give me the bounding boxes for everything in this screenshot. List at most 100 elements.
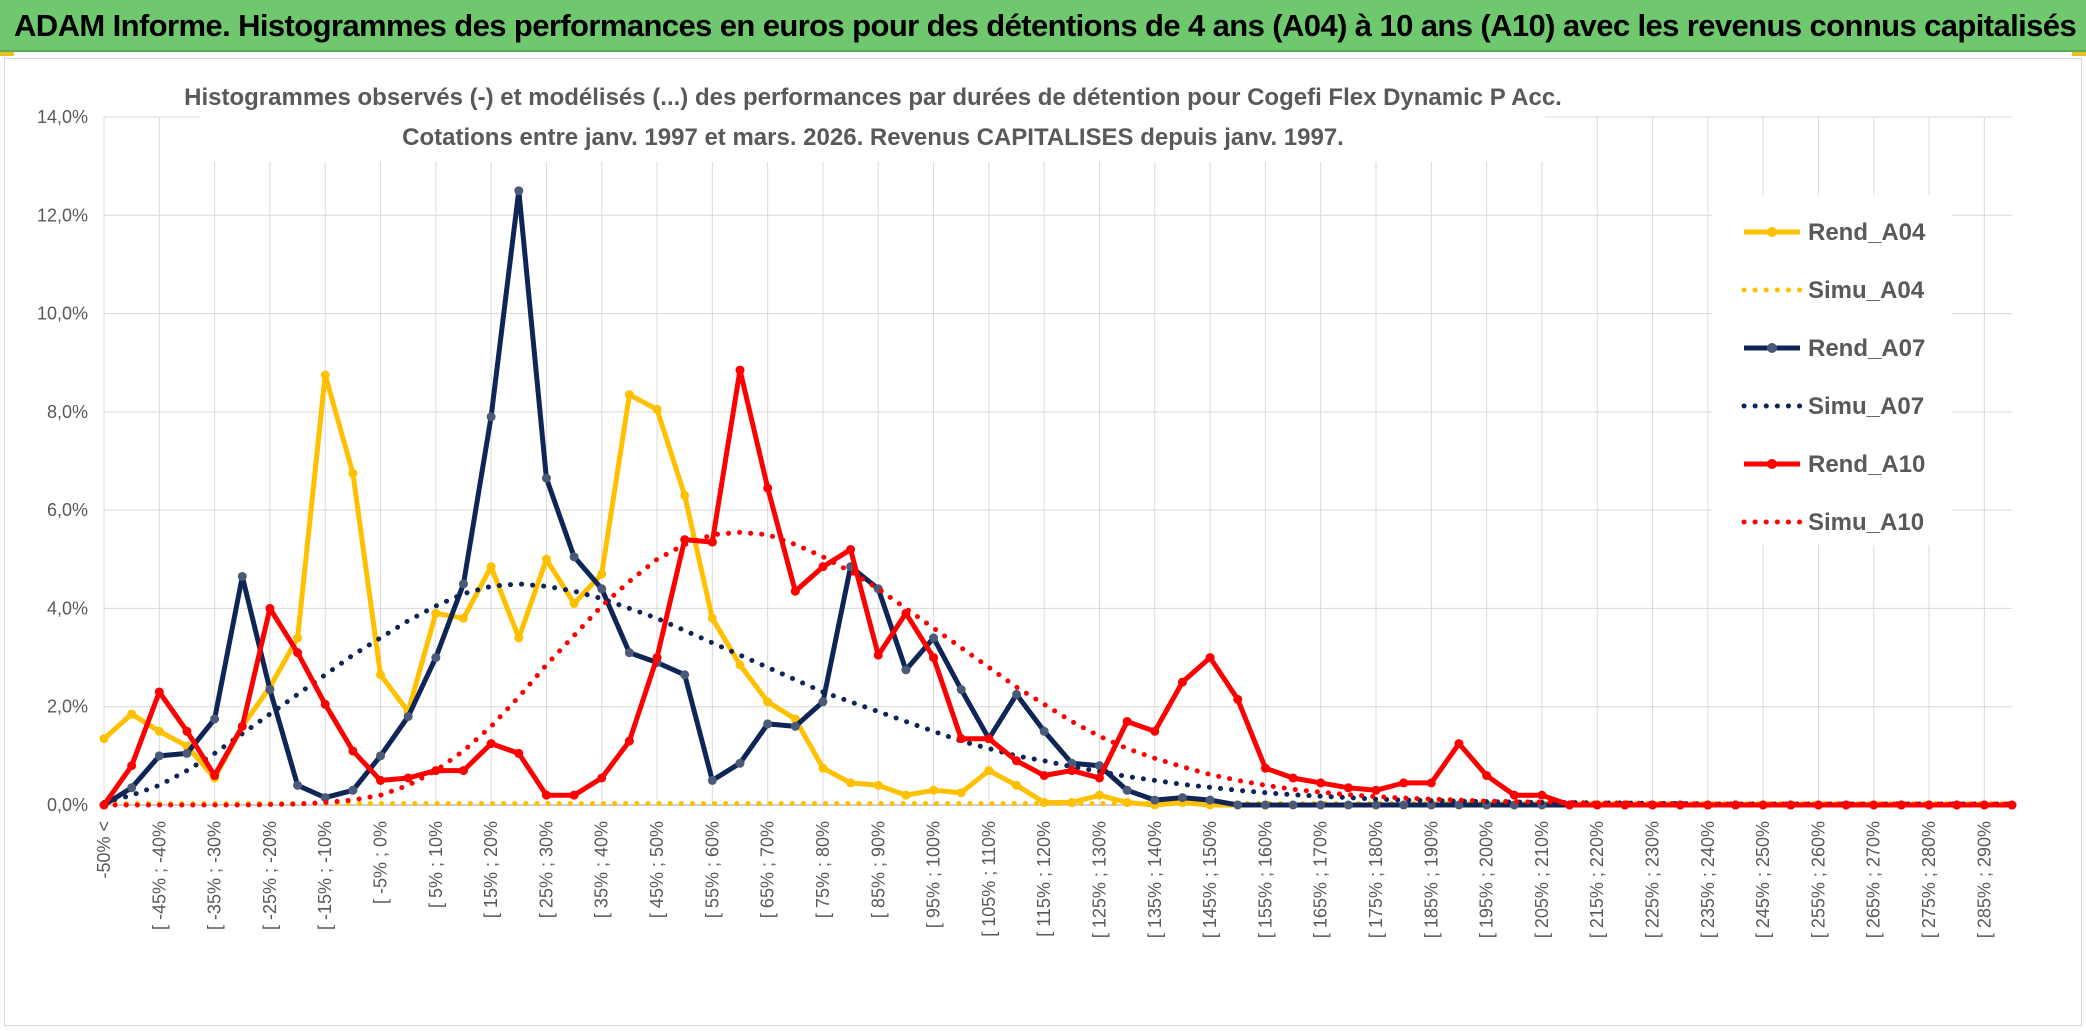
point-rend-a10 [210, 771, 220, 781]
legend-label-simu-a04: Simu_A04 [1808, 277, 1925, 304]
y-axis: 0,0% 2,0% 4,0% 6,0% 8,0% 10,0% 12,0% 14,0% [37, 107, 88, 815]
x-tick-label: [ -15% ; -10% [315, 821, 335, 930]
point-rend-a07 [1233, 800, 1243, 810]
series-line-simu-a10 [101, 529, 2015, 808]
legend-label-simu-a07: Simu_A07 [1808, 393, 1924, 420]
y-tick-label: 6,0% [47, 500, 88, 520]
x-tick-label: -50% < [94, 821, 114, 879]
point-rend-a10 [265, 603, 275, 613]
point-rend-a07 [486, 412, 496, 422]
y-tick-label: 8,0% [47, 402, 88, 422]
x-tick-label: [ 115% ; 120% [1034, 821, 1054, 937]
point-rend-a04 [763, 697, 773, 707]
point-rend-a10 [1509, 790, 1519, 800]
point-rend-a10 [707, 537, 717, 547]
legend-label-simu-a10: Simu_A10 [1808, 509, 1924, 536]
point-rend-a10 [1316, 778, 1326, 788]
point-rend-a07 [956, 685, 966, 695]
point-rend-a10 [237, 721, 247, 731]
point-rend-a07 [376, 751, 386, 761]
point-rend-a10 [1233, 694, 1243, 704]
x-tick-label: [ 35% ; 40% [592, 821, 612, 918]
point-rend-a04 [127, 709, 137, 719]
point-rend-a04 [569, 599, 579, 609]
point-rend-a10 [569, 790, 579, 800]
point-rend-a07 [929, 633, 939, 643]
x-tick-label: [ 15% ; 20% [481, 821, 501, 918]
point-rend-a07 [707, 775, 717, 785]
legend-label-rend-a04: Rend_A04 [1808, 219, 1926, 246]
x-tick-label: [ 275% ; 280% [1919, 821, 1939, 938]
point-rend-a04 [1012, 780, 1022, 790]
x-axis: -50% < [ -45% ; -40% [ -35% ; -30% [ -25% ;… [94, 821, 1994, 938]
point-rend-a07 [265, 685, 275, 695]
y-tick-label: 14,0% [37, 107, 88, 127]
point-rend-a04 [597, 569, 607, 579]
point-rend-a10 [320, 699, 330, 709]
point-rend-a07 [348, 785, 358, 795]
point-rend-a10 [763, 483, 773, 493]
point-rend-a07 [320, 793, 330, 803]
point-rend-a07 [1316, 800, 1326, 810]
point-rend-a10 [1454, 739, 1464, 749]
point-rend-a04 [984, 766, 994, 776]
point-rend-a07 [182, 748, 192, 758]
point-rend-a04 [458, 613, 468, 623]
point-rend-a04 [1094, 790, 1104, 800]
point-rend-a04 [652, 404, 662, 414]
point-rend-a10 [956, 734, 966, 744]
x-tick-label: [ 205% ; 210% [1532, 821, 1552, 938]
point-rend-a07 [1177, 793, 1187, 803]
point-rend-a04 [154, 726, 164, 736]
point-rend-a07 [1039, 726, 1049, 736]
point-rend-a04 [818, 763, 828, 773]
point-rend-a07 [1067, 758, 1077, 768]
x-tick-label: [ 155% ; 160% [1255, 821, 1275, 938]
point-rend-a04 [320, 370, 330, 380]
point-rend-a07 [154, 751, 164, 761]
point-rend-a04 [846, 778, 856, 788]
point-rend-a04 [541, 554, 551, 564]
point-rend-a07 [735, 758, 745, 768]
x-tick-label: [ 285% ; 290% [1974, 821, 1994, 938]
point-rend-a07 [1260, 800, 1270, 810]
point-rend-a07 [1454, 800, 1464, 810]
point-rend-a07 [458, 579, 468, 589]
y-tick-label: 12,0% [37, 205, 88, 225]
legend-label-rend-a10: Rend_A10 [1808, 451, 1925, 478]
point-rend-a10 [873, 650, 883, 660]
point-rend-a07 [514, 186, 524, 196]
point-rend-a07 [1371, 800, 1381, 810]
corner-accent-left [0, 52, 14, 56]
x-tick-label: [ 85% ; 90% [868, 821, 888, 918]
point-rend-a07 [210, 714, 220, 724]
x-tick-label: [ 45% ; 50% [647, 821, 667, 918]
point-rend-a07 [790, 721, 800, 731]
point-rend-a10 [514, 748, 524, 758]
x-tick-label: [ 265% ; 270% [1864, 821, 1884, 938]
point-rend-a10 [376, 775, 386, 785]
x-tick-label: [ 125% ; 130% [1089, 821, 1109, 938]
point-rend-a07 [1288, 800, 1298, 810]
x-tick-label: [ 5% ; 10% [426, 821, 446, 908]
x-tick-label: [ 55% ; 60% [702, 821, 722, 918]
point-rend-a04 [624, 390, 634, 400]
x-tick-label: [ 215% ; 220% [1587, 821, 1607, 938]
point-rend-a10 [1122, 716, 1132, 726]
point-rend-a07 [1426, 800, 1436, 810]
point-rend-a04 [680, 490, 690, 500]
x-tick-label: [ 255% ; 260% [1808, 821, 1828, 938]
point-rend-a10 [403, 773, 413, 783]
point-rend-a10 [1205, 653, 1215, 663]
point-rend-a07 [1205, 795, 1215, 805]
point-rend-a04 [929, 785, 939, 795]
point-rend-a07 [431, 653, 441, 663]
chart-title-background [200, 74, 1545, 162]
point-rend-a10 [1399, 778, 1409, 788]
y-tick-label: 0,0% [47, 795, 88, 815]
point-rend-a10 [624, 736, 634, 746]
point-rend-a10 [2007, 800, 2017, 810]
x-tick-label: [ 25% ; 30% [536, 821, 556, 918]
point-rend-a10 [1482, 771, 1492, 781]
x-tick-label: [ 145% ; 150% [1200, 821, 1220, 938]
